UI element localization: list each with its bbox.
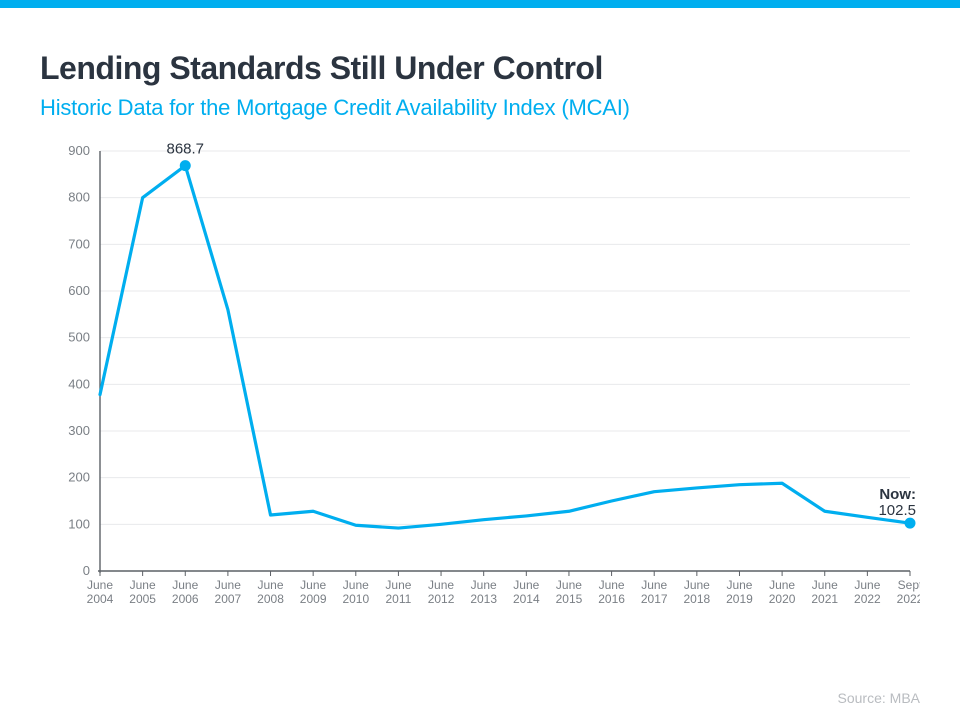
- svg-text:2021: 2021: [811, 592, 838, 606]
- svg-text:200: 200: [68, 470, 90, 485]
- source-label: Source: MBA: [838, 690, 920, 706]
- svg-text:600: 600: [68, 283, 90, 298]
- svg-text:June: June: [258, 578, 284, 592]
- svg-text:June: June: [599, 578, 625, 592]
- svg-text:2014: 2014: [513, 592, 540, 606]
- svg-text:0: 0: [83, 563, 90, 578]
- svg-text:2010: 2010: [342, 592, 369, 606]
- svg-text:June: June: [812, 578, 838, 592]
- svg-text:2013: 2013: [470, 592, 497, 606]
- svg-text:868.7: 868.7: [166, 141, 204, 158]
- svg-text:2018: 2018: [683, 592, 710, 606]
- svg-text:June: June: [300, 578, 326, 592]
- chart-title: Lending Standards Still Under Control: [40, 50, 920, 87]
- svg-text:June: June: [428, 578, 454, 592]
- svg-text:June: June: [172, 578, 198, 592]
- svg-text:Now:: Now:: [879, 486, 916, 503]
- svg-text:June: June: [556, 578, 582, 592]
- svg-text:2011: 2011: [386, 592, 412, 606]
- svg-text:June: June: [385, 578, 411, 592]
- chart-container: Lending Standards Still Under Control Hi…: [0, 8, 960, 651]
- svg-text:2022: 2022: [854, 592, 881, 606]
- svg-text:2017: 2017: [641, 592, 668, 606]
- svg-text:2008: 2008: [257, 592, 284, 606]
- svg-text:800: 800: [68, 190, 90, 205]
- svg-text:2007: 2007: [215, 592, 242, 606]
- svg-text:June: June: [343, 578, 369, 592]
- svg-text:700: 700: [68, 236, 90, 251]
- svg-text:June: June: [215, 578, 241, 592]
- svg-text:100: 100: [68, 516, 90, 531]
- svg-text:June: June: [854, 578, 880, 592]
- svg-text:Sept: Sept: [898, 578, 920, 592]
- svg-text:June: June: [769, 578, 795, 592]
- svg-text:2009: 2009: [300, 592, 327, 606]
- svg-text:June: June: [641, 578, 667, 592]
- chart-area: 0100200300400500600700800900June2004June…: [40, 141, 920, 641]
- svg-text:500: 500: [68, 330, 90, 345]
- svg-text:June: June: [471, 578, 497, 592]
- line-chart-svg: 0100200300400500600700800900June2004June…: [40, 141, 920, 641]
- svg-text:2005: 2005: [129, 592, 156, 606]
- svg-text:June: June: [87, 578, 113, 592]
- svg-text:2006: 2006: [172, 592, 199, 606]
- chart-subtitle: Historic Data for the Mortgage Credit Av…: [40, 95, 920, 121]
- svg-text:300: 300: [68, 423, 90, 438]
- svg-text:2012: 2012: [428, 592, 455, 606]
- svg-text:2020: 2020: [769, 592, 796, 606]
- svg-text:900: 900: [68, 143, 90, 158]
- svg-text:2004: 2004: [87, 592, 114, 606]
- svg-text:2016: 2016: [598, 592, 625, 606]
- svg-text:June: June: [684, 578, 710, 592]
- svg-text:June: June: [130, 578, 156, 592]
- svg-text:2015: 2015: [556, 592, 583, 606]
- svg-text:June: June: [726, 578, 752, 592]
- svg-text:102.5: 102.5: [878, 502, 916, 519]
- svg-text:2019: 2019: [726, 592, 753, 606]
- accent-bar: [0, 0, 960, 8]
- svg-text:June: June: [513, 578, 539, 592]
- svg-text:400: 400: [68, 376, 90, 391]
- svg-text:2022: 2022: [897, 592, 920, 606]
